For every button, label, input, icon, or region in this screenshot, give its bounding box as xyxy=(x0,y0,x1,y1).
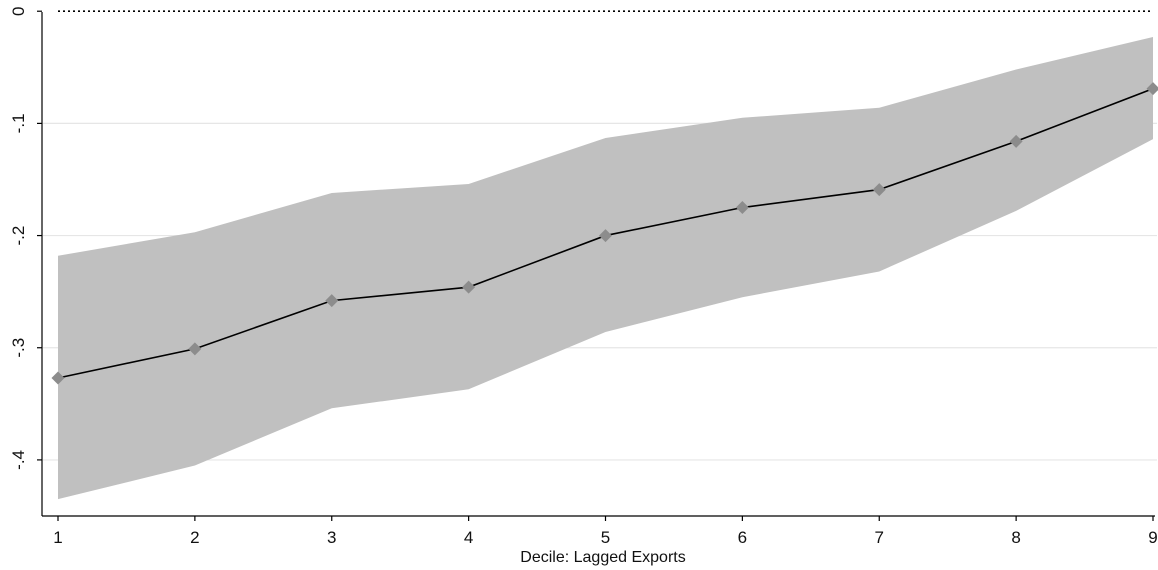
x-tick-label: 1 xyxy=(53,528,62,547)
x-tick-label: 9 xyxy=(1148,528,1157,547)
data-point xyxy=(51,371,65,385)
y-tick-label: -.4 xyxy=(9,450,28,470)
x-tick-label: 4 xyxy=(464,528,473,547)
data-point xyxy=(735,201,749,215)
x-tick-label: 7 xyxy=(875,528,884,547)
x-tick-label: 3 xyxy=(327,528,336,547)
x-tick-label: 6 xyxy=(738,528,747,547)
x-tick-label: 2 xyxy=(190,528,199,547)
confidence-band-group xyxy=(58,37,1153,500)
data-point xyxy=(188,342,202,356)
data-point xyxy=(599,229,612,243)
series-markers-group xyxy=(51,82,1158,385)
data-point xyxy=(1009,134,1023,148)
y-tick-label: -.3 xyxy=(9,338,28,358)
data-point xyxy=(462,280,476,294)
confidence-band xyxy=(58,37,1153,500)
x-tick-label: 5 xyxy=(601,528,610,547)
y-tick-label: -.2 xyxy=(9,226,28,246)
x-tick-label: 8 xyxy=(1011,528,1020,547)
data-point xyxy=(872,183,886,197)
axes: 0 -.1 -.2 -.3 -.4 1 2 3 4 5 6 7 8 9 xyxy=(9,6,1158,547)
data-point xyxy=(1146,82,1158,96)
data-point xyxy=(325,294,339,308)
x-axis-title: Decile: Lagged Exports xyxy=(520,549,685,566)
y-tick-label: 0 xyxy=(9,6,28,15)
y-tick-label: -.1 xyxy=(9,113,28,133)
